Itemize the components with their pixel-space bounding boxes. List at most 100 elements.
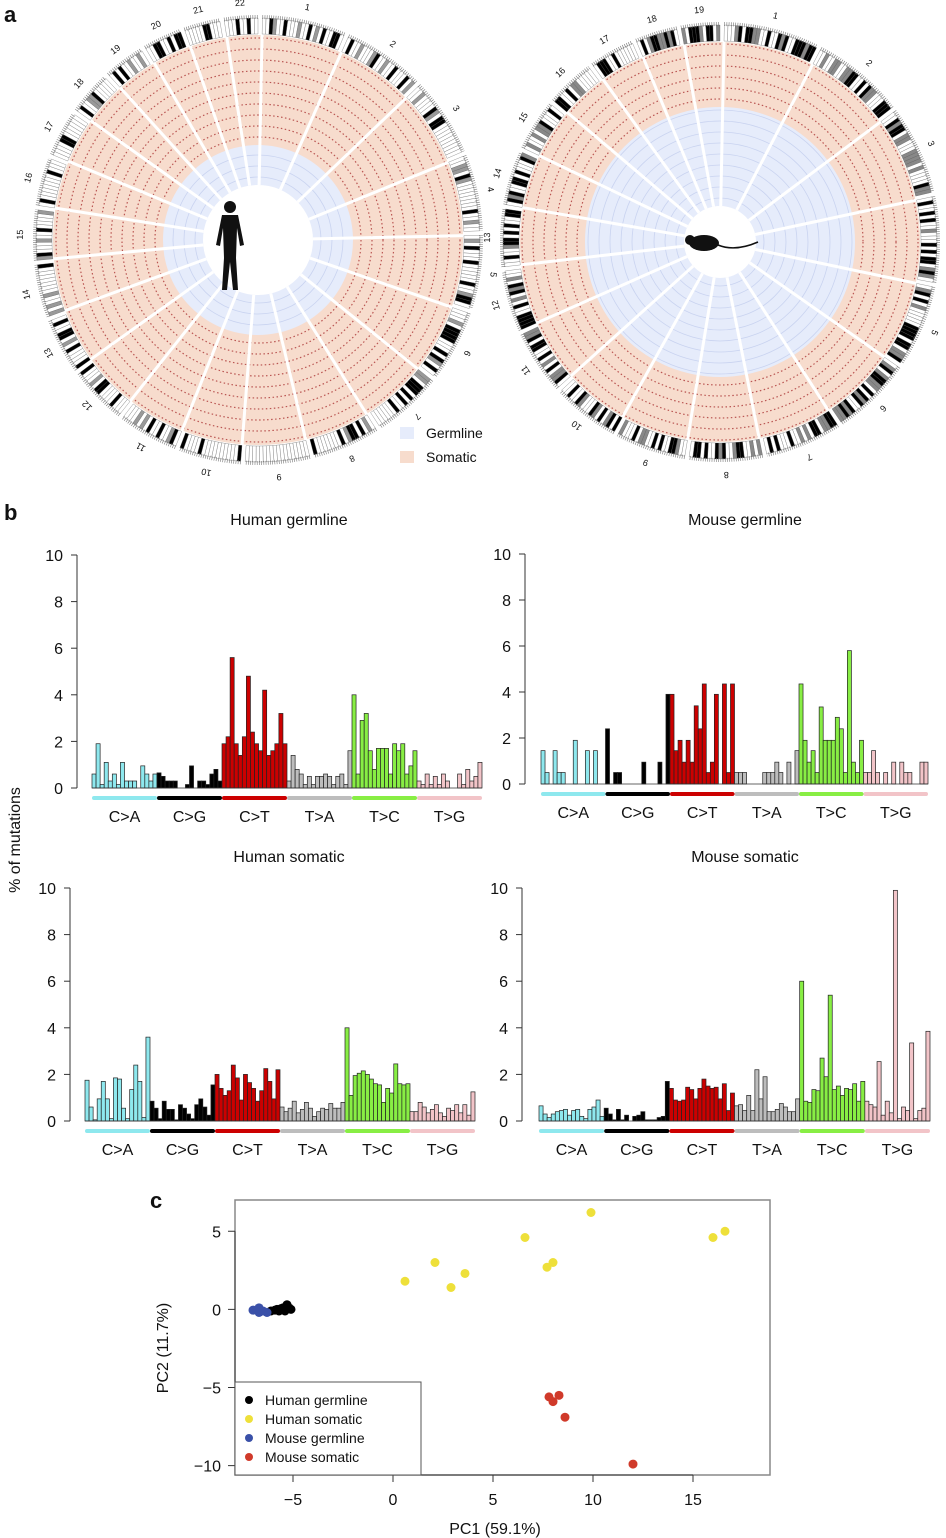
germline-track [609,131,831,353]
bar [294,769,300,789]
body [689,235,719,251]
bar [149,1100,155,1122]
point-human-somatic [430,1258,440,1267]
chromosome-label: 1 [772,10,779,21]
y-tick-label: 0 [499,1114,508,1131]
bar [450,1110,456,1122]
chromosome-label: 12 [80,399,94,413]
bar [917,1110,923,1122]
chromosome-label: 5 [929,328,940,337]
bar [282,743,288,789]
bar [822,739,828,785]
bar [323,773,328,789]
bar [263,1068,269,1122]
chromosome-label: 1 [304,2,311,13]
bar [363,713,369,789]
chromosome-label: 17 [598,33,612,47]
y-tick-label: 6 [54,641,63,658]
chromosome-label: 3 [926,139,937,148]
bar [434,1104,439,1122]
bar [859,739,864,785]
bar [774,1108,780,1122]
y-tick-label: 4 [47,1021,56,1038]
center [684,206,756,278]
bar [778,772,784,785]
category-label: T>A [298,1142,328,1159]
bar [823,1076,829,1122]
bar [355,773,361,789]
bar [182,1107,187,1122]
ideogram-band [35,234,53,239]
category-label: T>C [369,809,400,826]
bar [827,994,833,1122]
y-tick-label: −5 [203,1381,221,1398]
bar [925,1030,931,1122]
bar [283,1111,289,1122]
bar [405,1083,411,1122]
scale-ticks [144,29,181,50]
bar [392,743,398,789]
chromosome-label: 17 [42,120,56,134]
bar [681,761,687,785]
y-axis-label: % of mutations [7,787,24,893]
bar [567,1114,572,1122]
chromosome-label: 9 [642,457,650,468]
bar [197,780,203,789]
bar [420,784,426,789]
head [685,235,695,245]
y-tick-label: 8 [502,593,511,610]
bar [259,1090,265,1122]
bar [120,762,125,789]
bar [340,1102,346,1122]
ideogram-band [561,379,576,394]
chromosome-label: 2 [864,58,874,69]
legend-label: Human somatic [265,1411,362,1427]
bar [730,1092,735,1122]
bar [408,765,414,789]
bar [298,773,304,789]
y-tick-label: 10 [38,881,56,898]
bar [726,772,731,785]
chromosome-label: 6 [878,403,889,414]
head [224,201,236,213]
bar [445,780,450,789]
bar [864,1100,870,1122]
chromosome-label: 7 [412,411,422,422]
bar [563,1108,568,1122]
bar [148,780,154,789]
bar [786,761,792,785]
point-mouse-germline [258,1306,268,1316]
bar [713,1086,719,1122]
bar [128,780,133,789]
bar [96,1098,102,1122]
chromosome-label: 2 [388,38,398,49]
chromosome-separator [128,282,225,403]
bar [397,1083,403,1122]
bar [91,773,97,789]
chart-title: Mouse somatic [691,849,799,866]
bar [384,748,389,789]
bar [270,750,276,789]
bar [371,769,377,789]
ideogram-band [914,188,932,197]
ideogram-band [463,238,481,243]
chromosome-separator [641,55,708,210]
ideogram-band [725,442,730,460]
bar [302,784,308,789]
somatic-track [576,98,864,386]
category-label: C>G [166,1142,199,1159]
bar [164,780,170,789]
chromosome-separator [521,205,685,238]
bar [206,1114,212,1122]
legend-label-germline: Germline [426,425,483,441]
bar [156,772,162,789]
chromosome-label: 6 [462,349,473,358]
bar [742,772,747,785]
chromosome-separator [299,273,420,371]
ideogram-band [502,248,520,253]
scale-ticks [500,208,507,268]
bar [697,728,703,785]
somatic-track [554,76,886,408]
x-tick-label: −5 [284,1492,302,1509]
y-tick-label: 2 [502,731,511,748]
